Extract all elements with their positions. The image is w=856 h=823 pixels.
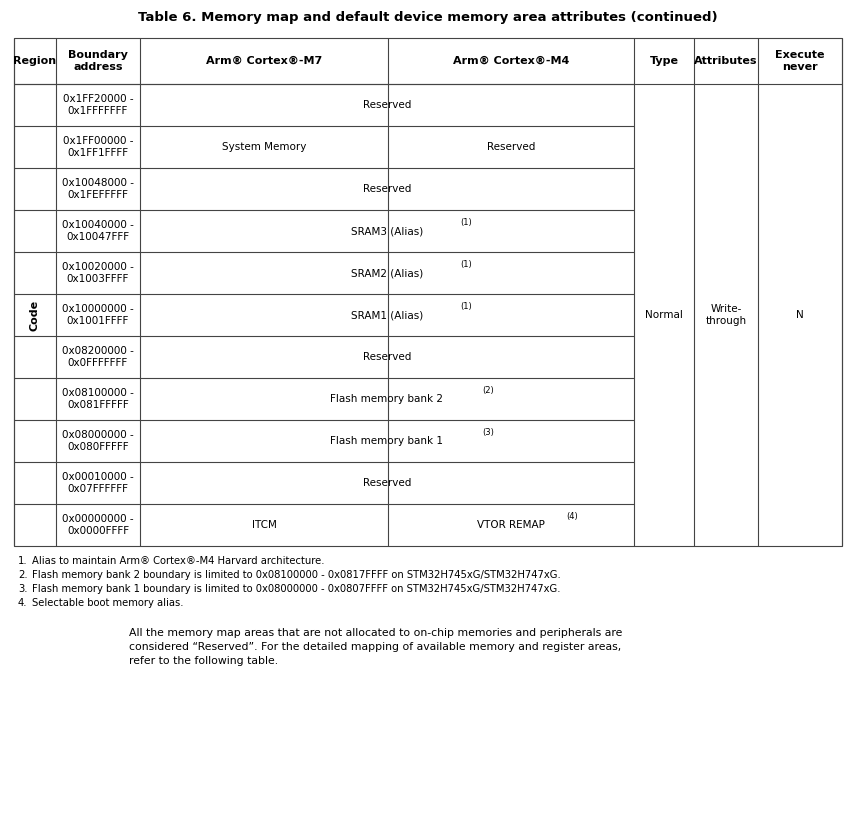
Text: 0x10020000 -
0x1003FFFF: 0x10020000 - 0x1003FFFF: [62, 262, 134, 284]
Text: Flash memory bank 1: Flash memory bank 1: [330, 436, 443, 446]
Text: Write-
through: Write- through: [705, 304, 746, 326]
Text: Selectable boot memory alias.: Selectable boot memory alias.: [32, 598, 183, 608]
Bar: [14, 38, 842, 546]
Bar: [388, 210, 389, 252]
Text: N: N: [796, 310, 804, 320]
Text: 0x10048000 -
0x1FEFFFFF: 0x10048000 - 0x1FEFFFFF: [62, 178, 134, 200]
Text: Flash memory bank 1 boundary is limited to 0x08000000 - 0x0807FFFF on STM32H745x: Flash memory bank 1 boundary is limited …: [32, 584, 561, 594]
Text: Reserved: Reserved: [487, 142, 535, 152]
Text: 0x1FF00000 -
0x1FF1FFFF: 0x1FF00000 - 0x1FF1FFFF: [62, 136, 134, 158]
Text: 0x1FF20000 -
0x1FFFFFFF: 0x1FF20000 - 0x1FFFFFFF: [62, 94, 134, 116]
Text: Flash memory bank 2 boundary is limited to 0x08100000 - 0x0817FFFF on STM32H745x: Flash memory bank 2 boundary is limited …: [32, 570, 561, 580]
Text: (1): (1): [460, 260, 472, 269]
Text: VTOR REMAP: VTOR REMAP: [477, 520, 545, 530]
Text: Execute
never: Execute never: [776, 50, 824, 72]
Text: 0x00000000 -
0x0000FFFF: 0x00000000 - 0x0000FFFF: [62, 514, 134, 537]
Text: (3): (3): [482, 429, 494, 438]
Text: 0x08200000 -
0x0FFFFFFF: 0x08200000 - 0x0FFFFFFF: [62, 346, 134, 368]
Bar: [388, 168, 389, 210]
Text: 0x00010000 -
0x07FFFFFF: 0x00010000 - 0x07FFFFFF: [62, 472, 134, 494]
Text: SRAM3 (Alias): SRAM3 (Alias): [351, 226, 423, 236]
Text: Arm® Cortex®-M4: Arm® Cortex®-M4: [453, 56, 569, 66]
Text: 1.: 1.: [18, 556, 27, 566]
Text: Alias to maintain Arm® Cortex®-M4 Harvard architecture.: Alias to maintain Arm® Cortex®-M4 Harvar…: [32, 556, 324, 566]
Text: ITCM: ITCM: [252, 520, 276, 530]
Text: Code: Code: [30, 300, 40, 331]
Bar: [388, 378, 389, 420]
Text: 0x08000000 -
0x080FFFFF: 0x08000000 - 0x080FFFFF: [62, 430, 134, 452]
Text: System Memory: System Memory: [222, 142, 306, 152]
Bar: [388, 420, 389, 462]
Text: (4): (4): [567, 513, 579, 522]
Text: Table 6. Memory map and default device memory area attributes (continued): Table 6. Memory map and default device m…: [138, 11, 718, 24]
Text: 0x10040000 -
0x10047FFF: 0x10040000 - 0x10047FFF: [62, 220, 134, 242]
Bar: [388, 336, 389, 378]
Bar: [388, 84, 389, 126]
Text: Reserved: Reserved: [363, 478, 411, 488]
Text: (2): (2): [482, 387, 494, 395]
Bar: [388, 462, 389, 504]
Text: Reserved: Reserved: [363, 184, 411, 194]
Text: Normal: Normal: [645, 310, 683, 320]
Text: Attributes: Attributes: [694, 56, 758, 66]
Text: All the memory map areas that are not allocated to on-chip memories and peripher: All the memory map areas that are not al…: [129, 628, 622, 666]
Text: (1): (1): [460, 218, 472, 227]
Text: 0x08100000 -
0x081FFFFF: 0x08100000 - 0x081FFFFF: [62, 388, 134, 410]
Text: Region: Region: [14, 56, 56, 66]
Text: 2.: 2.: [18, 570, 27, 580]
Bar: [388, 294, 389, 336]
Text: 3.: 3.: [18, 584, 27, 594]
Text: Arm® Cortex®-M7: Arm® Cortex®-M7: [206, 56, 322, 66]
Text: Flash memory bank 2: Flash memory bank 2: [330, 394, 443, 404]
Text: SRAM2 (Alias): SRAM2 (Alias): [351, 268, 423, 278]
Text: Type: Type: [650, 56, 679, 66]
Text: (1): (1): [460, 302, 472, 311]
Text: Boundary
address: Boundary address: [68, 50, 128, 72]
Text: 0x10000000 -
0x1001FFFF: 0x10000000 - 0x1001FFFF: [62, 304, 134, 326]
Text: Reserved: Reserved: [363, 352, 411, 362]
Text: Reserved: Reserved: [363, 100, 411, 110]
Text: 4.: 4.: [18, 598, 27, 608]
Bar: [388, 252, 389, 294]
Text: SRAM1 (Alias): SRAM1 (Alias): [351, 310, 423, 320]
